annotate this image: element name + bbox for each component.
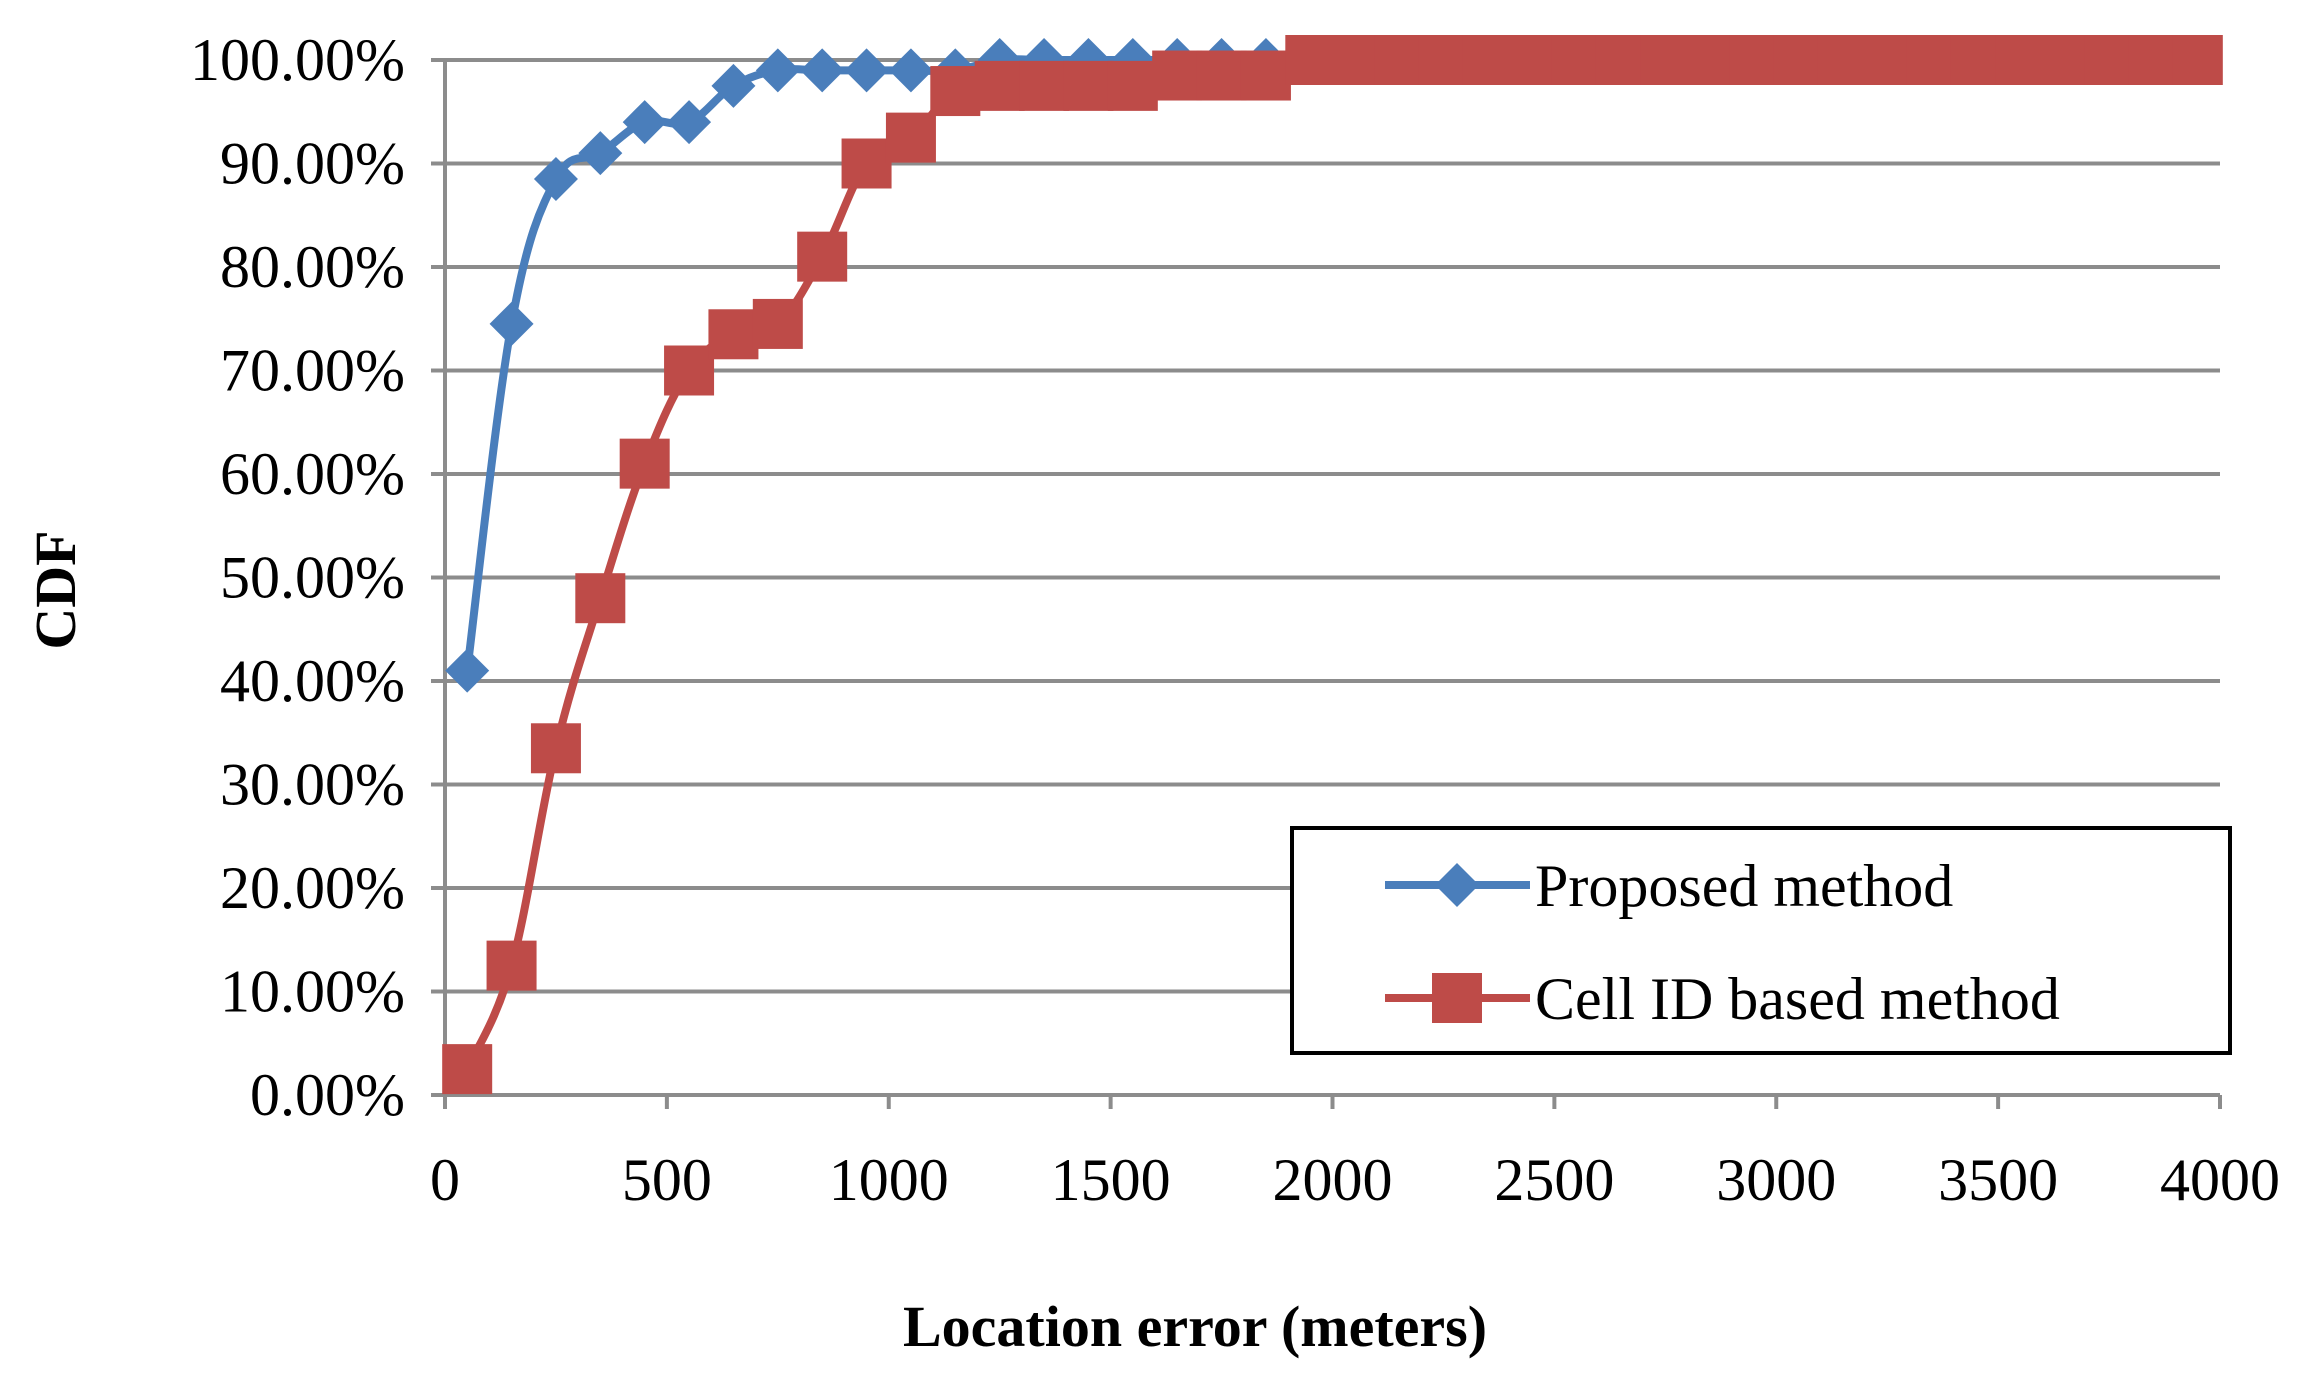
diamond-marker (711, 63, 756, 108)
diamond-marker (622, 100, 667, 145)
square-marker (1995, 35, 2046, 85)
y-tick-label: 60.00% (220, 441, 405, 507)
diamond-marker (844, 48, 889, 93)
square-marker (664, 345, 715, 396)
x-tick-label: 2500 (1494, 1147, 1614, 1213)
square-marker (1773, 35, 1824, 85)
series-cell-id-based-method (442, 35, 2223, 1095)
x-axis-title: Location error (meters) (903, 1294, 1487, 1359)
series-layer (442, 35, 2223, 1095)
legend-entry: Cell ID based method (1385, 966, 2060, 1032)
square-marker (442, 1044, 493, 1095)
square-marker (530, 723, 581, 774)
square-marker (1063, 60, 1114, 111)
y-axis-title: CDF (23, 530, 88, 649)
square-marker (2128, 35, 2179, 85)
y-tick-label: 10.00% (220, 959, 405, 1025)
legend-label: Proposed method (1535, 853, 1953, 919)
square-marker (841, 138, 892, 189)
square-marker (752, 298, 803, 349)
square-marker (619, 438, 670, 489)
legend: Proposed method Cell ID based method (1290, 826, 2232, 1055)
square-marker (1196, 50, 1247, 101)
legend-label: Cell ID based method (1535, 966, 2060, 1032)
x-tick-label: 3000 (1716, 1147, 1836, 1213)
y-tick-label: 30.00% (220, 752, 405, 818)
square-marker (1950, 35, 2001, 85)
y-tick-label: 20.00% (220, 855, 405, 921)
square-marker (797, 231, 848, 282)
diamond-marker (800, 48, 845, 93)
square-marker (1329, 35, 1380, 85)
y-tick-label: 40.00% (220, 648, 405, 714)
diamond-marker (533, 157, 578, 202)
y-tick-label: 90.00% (220, 131, 405, 197)
square-marker (1595, 35, 1646, 85)
square-marker (930, 66, 981, 117)
square-marker (885, 112, 936, 163)
square-marker (486, 940, 537, 991)
x-tick-label: 4000 (2160, 1147, 2280, 1213)
square-marker (1240, 50, 1291, 101)
x-tick-label: 500 (622, 1147, 712, 1213)
x-tick-label: 0 (430, 1147, 460, 1213)
y-tick-label: 70.00% (220, 338, 405, 404)
square-marker (1551, 35, 1602, 85)
square-marker (1418, 35, 1469, 85)
diamond-marker (888, 48, 933, 93)
square-marker (1507, 35, 1558, 85)
y-tick-labels: 0.00% 10.00% 20.00% 30.00% 40.00% 50.00% 60.00… (190, 27, 405, 1128)
diamond-marker (445, 648, 490, 693)
legend-square-marker (1432, 973, 1482, 1023)
square-marker (1107, 60, 1158, 111)
square-marker (1374, 35, 1425, 85)
x-tick-label: 2000 (1273, 1147, 1393, 1213)
diamond-marker (667, 100, 712, 145)
square-marker (2084, 35, 2135, 85)
diamond-marker (578, 131, 623, 176)
square-marker (1862, 35, 1913, 85)
y-tick-label: 50.00% (220, 545, 405, 611)
legend-diamond-marker (1435, 863, 1479, 907)
x-tick-label: 1000 (829, 1147, 949, 1213)
square-marker (1462, 35, 1513, 85)
square-marker (2039, 35, 2090, 85)
square-marker (974, 60, 1025, 111)
y-tick-label: 80.00% (220, 234, 405, 300)
diamond-marker (489, 301, 534, 346)
y-tick-label: 0.00% (250, 1062, 405, 1128)
x-tick-labels: 0 500 1000 1500 2000 2500 3000 3500 4000 (430, 1147, 2280, 1213)
diamond-marker (755, 48, 800, 93)
square-marker (575, 573, 626, 624)
square-marker (1640, 35, 1691, 85)
axes (431, 58, 2222, 1109)
square-marker (1729, 35, 1780, 85)
square-marker (2172, 35, 2223, 85)
x-tick-label: 3500 (1938, 1147, 2058, 1213)
y-tick-label: 100.00% (190, 27, 405, 93)
square-marker (1019, 60, 1070, 111)
square-marker (1152, 50, 1203, 101)
x-tick-label: 1500 (1051, 1147, 1171, 1213)
square-marker (1285, 35, 1336, 85)
square-marker (1684, 35, 1735, 85)
square-marker (1817, 35, 1868, 85)
legend-entry: Proposed method (1385, 853, 1953, 919)
square-marker (1906, 35, 1957, 85)
square-marker (708, 309, 759, 360)
